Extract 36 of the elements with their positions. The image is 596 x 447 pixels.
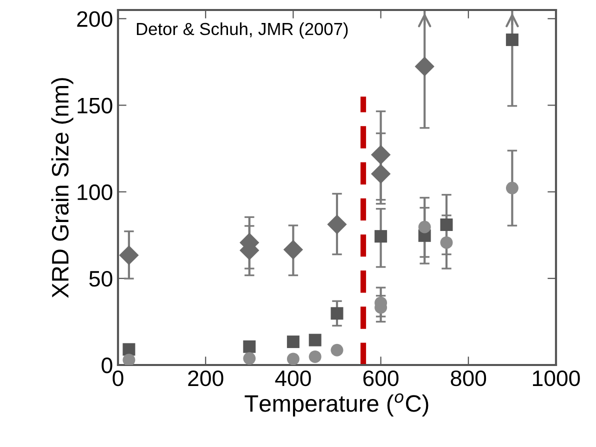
y-tick-label: 200 <box>77 11 112 27</box>
point <box>327 214 347 234</box>
point <box>330 307 344 320</box>
y-tick-label: 50 <box>89 270 112 287</box>
x-tick-label: 200 <box>188 370 224 386</box>
x-axis-title: Temperature ($^{o}$C) <box>244 393 428 417</box>
annotation: Detor & Schuh, JMR (2007) <box>136 22 348 39</box>
point <box>370 144 391 165</box>
y-axis-title: XRD Grain Size (nm) <box>51 78 74 298</box>
point <box>308 350 322 363</box>
y-tick-label: 150 <box>78 98 112 114</box>
point <box>414 56 434 76</box>
point <box>122 354 136 365</box>
point <box>506 182 518 194</box>
point <box>506 34 518 46</box>
x-tick-label: 600 <box>363 370 398 386</box>
y-tick-label: 100 <box>78 184 112 200</box>
point <box>286 336 300 348</box>
x-tick-label: 1000 <box>532 370 580 386</box>
point <box>418 220 431 234</box>
point <box>243 352 256 365</box>
point <box>370 164 391 184</box>
x-tick-label: 400 <box>275 370 311 386</box>
point <box>308 334 322 346</box>
point <box>119 245 139 266</box>
point <box>243 340 256 353</box>
point <box>440 236 453 249</box>
point <box>122 343 136 356</box>
point <box>283 240 304 260</box>
x-tick-label: 800 <box>450 370 486 386</box>
point <box>374 230 388 243</box>
y-tick-label: 0 <box>102 358 112 374</box>
point <box>330 344 344 356</box>
point <box>286 352 300 365</box>
point <box>440 218 453 231</box>
x-tick-label: 0 <box>112 370 124 386</box>
